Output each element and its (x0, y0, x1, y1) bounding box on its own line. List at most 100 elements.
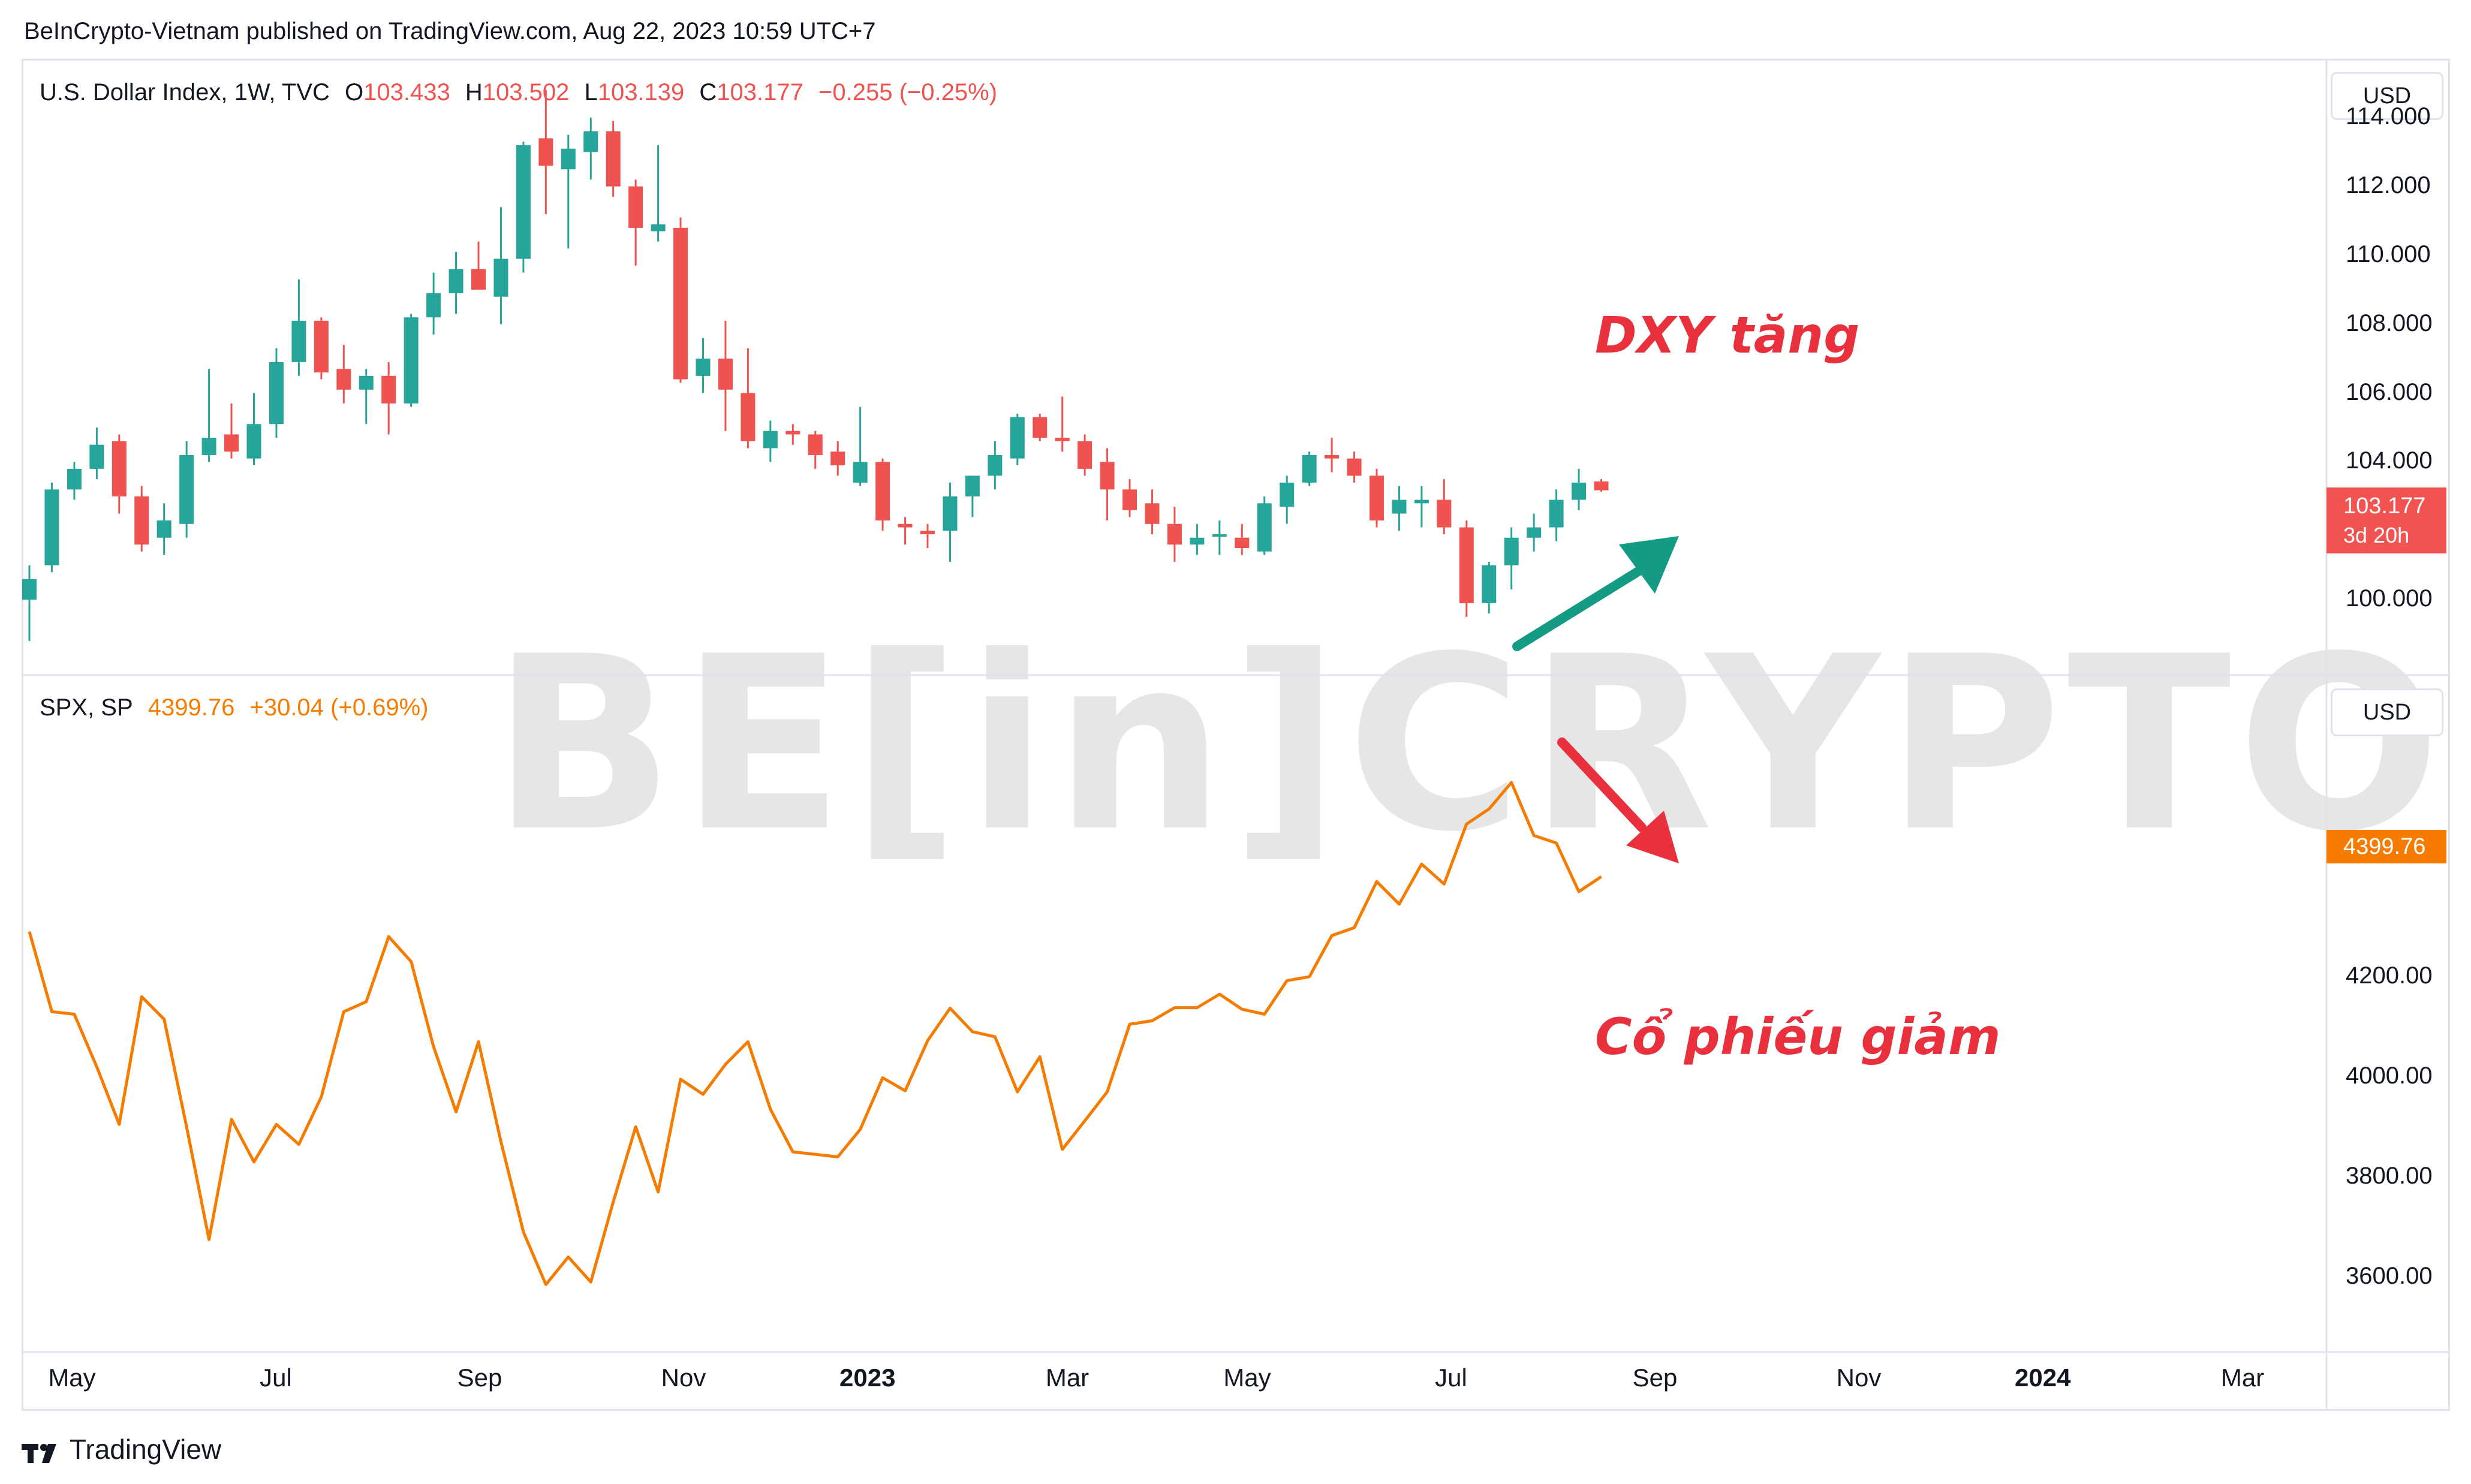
dxy-y-tick: 108.000 (2346, 309, 2433, 336)
candle (920, 523, 935, 548)
candle-body (1459, 527, 1474, 603)
candle-body (44, 489, 59, 565)
dxy-legend: U.S. Dollar Index, 1W, TVC O103.433 H103… (40, 79, 1006, 106)
dxy-close: C103.177 (699, 79, 803, 106)
x-tick: Sep (457, 1363, 502, 1392)
low-value: 103.139 (597, 79, 685, 106)
candle (449, 252, 463, 314)
candle-body (1347, 458, 1362, 476)
x-tick: 2023 (839, 1363, 896, 1392)
candle (426, 272, 441, 335)
candle-body (853, 462, 868, 483)
candle (651, 145, 666, 242)
open-value: 103.433 (363, 79, 450, 106)
candle-body (1325, 454, 1340, 459)
dxy-y-tick: 104.000 (2346, 447, 2433, 474)
candle-body (628, 186, 643, 228)
x-tick: Mar (2220, 1363, 2265, 1392)
tradingview-logo[interactable]: TradingView (22, 1433, 221, 1465)
candle (1302, 451, 1317, 486)
candle (336, 345, 351, 404)
candle (314, 317, 329, 380)
candle (1100, 448, 1115, 521)
candle-body (920, 531, 935, 535)
low-label: L (584, 79, 598, 106)
tradingview-brand: TradingView (70, 1434, 222, 1465)
candle-body (1414, 499, 1429, 504)
candle-body (763, 431, 778, 448)
candle (1235, 523, 1250, 555)
stocks-annotation: Cổ phiếu giảm (1595, 1007, 2001, 1066)
candle-body (1235, 537, 1250, 548)
candle-body (1167, 523, 1182, 545)
dxy-y-tick: 100.000 (2346, 585, 2433, 612)
spx-y-tick: 4200.00 (2346, 962, 2433, 989)
candle-body (449, 269, 463, 294)
dxy-y-tick: 110.000 (2346, 240, 2431, 267)
candle (1392, 486, 1407, 531)
candle (404, 314, 419, 407)
candle-body (291, 320, 306, 362)
spx-price-tag: 4399.76 (2326, 830, 2446, 863)
candle-body (1572, 482, 1587, 500)
candle (1594, 479, 1609, 492)
candle-body (1122, 489, 1137, 510)
candle (22, 565, 37, 642)
publisher-line: BeInCrypto-Vietnam published on TradingV… (24, 18, 876, 44)
candle-body (246, 424, 261, 459)
candle-body (269, 362, 284, 425)
spx-change: +30.04 (+0.69%) (249, 694, 429, 721)
candle (1212, 520, 1227, 555)
dxy-price-tag-countdown: 3d 20h (2343, 523, 2410, 547)
candle-body (875, 462, 890, 521)
candle-body (988, 454, 1003, 476)
spx-currency-button[interactable]: USD (2331, 688, 2443, 736)
candle-body (1010, 417, 1025, 459)
candle (965, 475, 980, 517)
candle-body (696, 359, 711, 376)
candle (1167, 507, 1182, 562)
watermark: BE[in]CRYPTO (492, 606, 2448, 884)
dxy-currency-button[interactable]: USD (2331, 72, 2443, 120)
candle-body (1280, 482, 1295, 507)
candle-body (1527, 527, 1542, 538)
candle (67, 462, 82, 500)
candle-body (1392, 499, 1407, 514)
x-tick: May (48, 1363, 96, 1392)
candle (830, 441, 845, 476)
candle-body (404, 317, 419, 404)
candle-body (1302, 454, 1317, 483)
spx-y-tick: 3600.00 (2346, 1262, 2433, 1289)
spx-y-tick: 4000.00 (2346, 1062, 2433, 1089)
candle (112, 434, 127, 514)
candle (269, 348, 284, 438)
candle (134, 486, 149, 552)
candle (1325, 438, 1340, 472)
close-label: C (699, 79, 717, 106)
dxy-price-tag: 103.177 3d 20h (2326, 487, 2446, 553)
candle (1145, 489, 1160, 535)
candle (1347, 451, 1362, 483)
spx-legend: SPX, SP 4399.76 +30.04 (+0.69%) (40, 694, 437, 721)
candle-body (1100, 462, 1115, 490)
candle (1280, 475, 1295, 524)
candle-body (965, 475, 980, 496)
x-tick: Jul (1435, 1363, 1467, 1392)
candle (359, 369, 374, 425)
candle-body (1190, 537, 1205, 545)
candle (1055, 396, 1070, 452)
high-label: H (465, 79, 483, 106)
candle (561, 134, 576, 249)
candle-body (808, 434, 823, 455)
dxy-annotation: DXY tăng (1595, 306, 1860, 365)
candle-body (561, 148, 576, 170)
candle (1257, 496, 1272, 555)
candle-body (1370, 475, 1384, 521)
candle (875, 458, 890, 531)
candle-body (201, 438, 216, 455)
candle-body (471, 269, 486, 290)
x-tick: Sep (1632, 1363, 1678, 1392)
candle-body (1549, 499, 1564, 528)
candle (1033, 414, 1048, 441)
